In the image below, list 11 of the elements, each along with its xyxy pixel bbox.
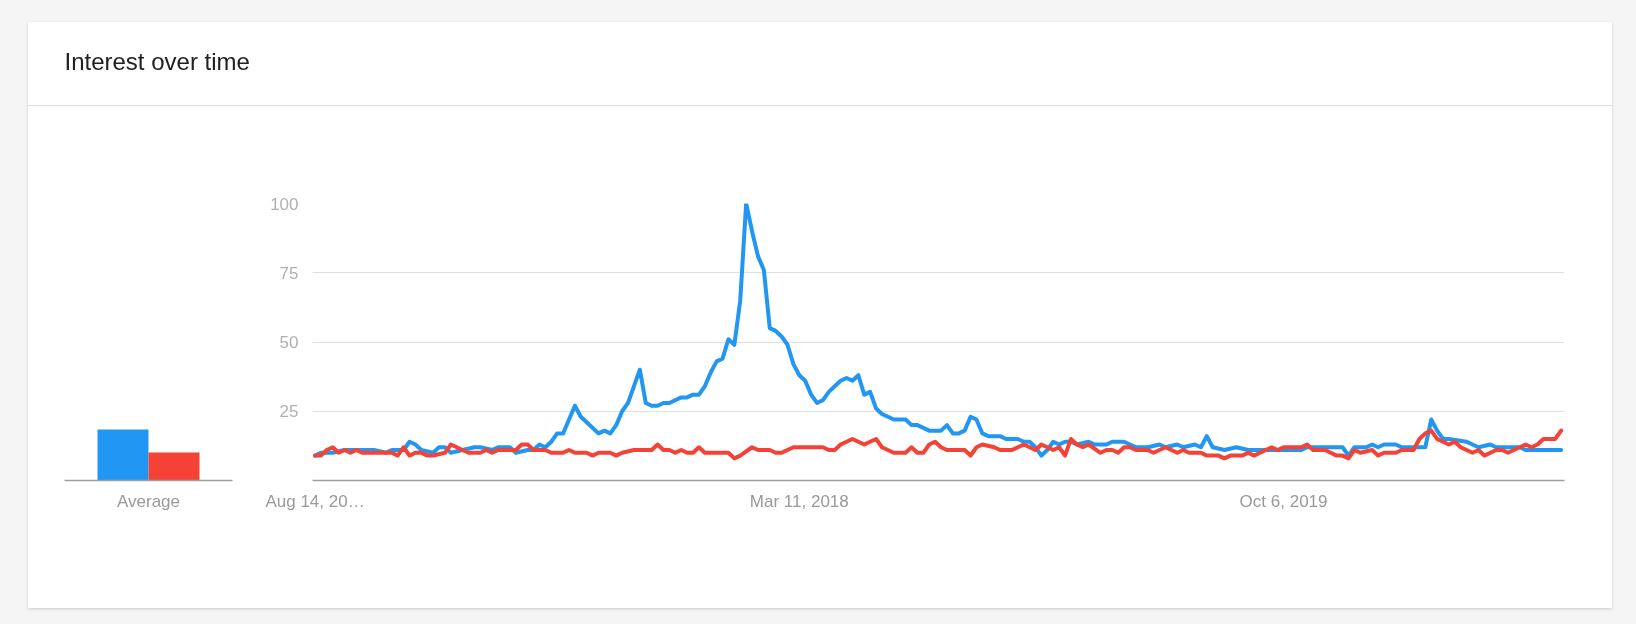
line-series — [313, 428, 1564, 461]
x-tick-label: Mar 11, 2018 — [749, 491, 849, 511]
y-tick-label: 100 — [270, 194, 299, 214]
y-tick-label: 75 — [279, 263, 299, 283]
line-series — [313, 203, 1564, 458]
y-tick-label: 25 — [279, 402, 299, 422]
chart-title: Interest over time — [64, 47, 250, 75]
x-tick-label: Oct 6, 2019 — [1239, 491, 1328, 511]
x-tick-label: Average — [116, 491, 181, 511]
x-tick-label: Aug 14, 20… — [265, 491, 365, 511]
y-tick-label: 50 — [279, 333, 299, 352]
